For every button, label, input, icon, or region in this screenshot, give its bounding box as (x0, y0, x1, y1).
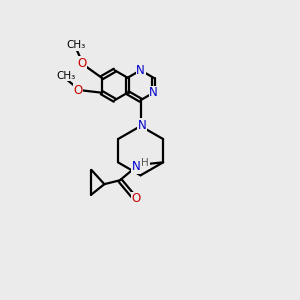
Text: CH₃: CH₃ (67, 40, 86, 50)
Text: N: N (138, 119, 146, 132)
Text: N: N (132, 160, 141, 173)
Text: H: H (141, 158, 149, 169)
Text: O: O (132, 192, 141, 205)
Text: N: N (136, 64, 145, 77)
Text: CH₃: CH₃ (56, 70, 76, 80)
Text: O: O (77, 57, 87, 70)
Text: N: N (149, 86, 158, 99)
Text: O: O (74, 84, 83, 97)
